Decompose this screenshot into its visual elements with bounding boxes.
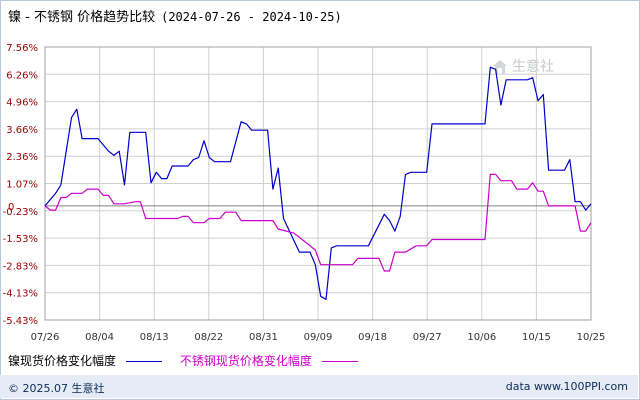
chart-title: 镍 - 不锈钢 价格趋势比较 (2024-07-26 - 2024-10-25) [8, 6, 342, 25]
y-tick-label: 6.26% [6, 70, 38, 81]
x-tick-label: 08/13 [140, 332, 169, 343]
x-tick-label: 09/09 [304, 332, 333, 343]
stainless-price-line [44, 173, 592, 272]
chart-title-text: 镍 - 不锈钢 价格趋势比较 [8, 10, 156, 25]
legend-label-nickel: 镍现货价格变化幅度 [8, 354, 117, 368]
footer-bar: © 2025.07 生意社 data www.100PPI.com [0, 375, 638, 398]
x-tick-label: 08/22 [194, 332, 223, 343]
y-tick-label: -0.23% [3, 207, 38, 218]
y-tick-label: -2.83% [3, 261, 38, 272]
x-tick-label: 10/25 [577, 332, 606, 343]
watermark-text: 生意社 [512, 59, 554, 75]
footer-copyright: © 2025.07 生意社 [8, 382, 105, 395]
x-tick-label: 07/26 [31, 332, 60, 343]
line-chart: 7.56% 6.26% 4.96% 3.66% 2.36% 1.07% -0.23% -1.5… [3, 43, 606, 343]
house-logo-icon [493, 60, 507, 74]
y-tick-label: 4.96% [6, 98, 38, 109]
footer-site: data www.100PPI.com [505, 380, 628, 393]
legend-item-nickel: 镍现货价格变化幅度 [8, 352, 163, 369]
x-tick-label: 10/15 [522, 332, 551, 343]
legend-swatch-nickel [126, 361, 163, 362]
y-tick-label: 7.56% [6, 43, 38, 54]
y-tick-label: -4.13% [3, 289, 38, 300]
x-tick-label: 08/31 [249, 332, 278, 343]
legend-swatch-stainless [321, 361, 358, 362]
nickel-price-line [44, 66, 592, 300]
x-tick-label: 08/04 [85, 332, 114, 343]
y-zero-label: 0 [8, 202, 14, 213]
y-tick-label: -5.43% [3, 316, 38, 327]
chart-date-range: (2024-07-26 - 2024-10-25) [161, 10, 342, 24]
x-tick-label: 09/18 [358, 332, 387, 343]
watermark: 生意社 [492, 56, 554, 76]
y-tick-label: 3.66% [6, 125, 38, 136]
y-tick-label: -1.53% [3, 234, 38, 245]
plot-area-border [44, 46, 592, 321]
legend-item-stainless: 不锈钢现货价格变化幅度 [180, 352, 358, 369]
y-tick-label: 1.07% [6, 180, 38, 191]
x-tick-label: 10/06 [467, 332, 496, 343]
x-tick-label: 09/27 [413, 332, 442, 343]
chart-legend: 镍现货价格变化幅度 不锈钢现货价格变化幅度 [8, 352, 372, 369]
legend-label-stainless: 不锈钢现货价格变化幅度 [179, 354, 312, 368]
y-tick-label: 2.36% [6, 152, 38, 163]
